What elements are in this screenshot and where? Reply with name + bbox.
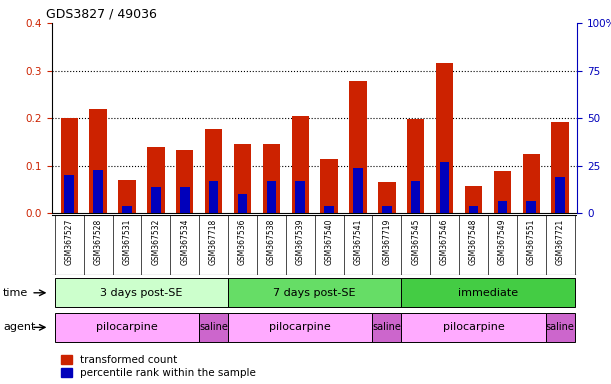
Text: pilocarpine: pilocarpine bbox=[269, 322, 331, 333]
Bar bbox=[89, 109, 107, 213]
Text: GSM367527: GSM367527 bbox=[65, 218, 74, 265]
Text: GSM367540: GSM367540 bbox=[324, 218, 334, 265]
FancyBboxPatch shape bbox=[199, 313, 228, 342]
Bar bbox=[436, 63, 453, 213]
Bar bbox=[411, 181, 420, 213]
Text: GSM367718: GSM367718 bbox=[209, 218, 218, 265]
Text: saline: saline bbox=[373, 322, 401, 333]
Bar bbox=[296, 181, 305, 213]
Bar bbox=[324, 206, 334, 213]
Bar bbox=[65, 175, 74, 213]
Bar bbox=[320, 159, 338, 213]
Text: GSM367532: GSM367532 bbox=[152, 218, 160, 265]
Bar bbox=[238, 194, 247, 213]
Text: GSM367539: GSM367539 bbox=[296, 218, 305, 265]
Bar bbox=[151, 187, 161, 213]
Bar bbox=[497, 201, 507, 213]
FancyBboxPatch shape bbox=[401, 313, 546, 342]
Text: GSM367548: GSM367548 bbox=[469, 218, 478, 265]
Bar bbox=[551, 122, 569, 213]
Bar bbox=[353, 168, 363, 213]
FancyBboxPatch shape bbox=[55, 313, 199, 342]
Bar bbox=[263, 144, 280, 213]
Bar bbox=[205, 129, 222, 213]
Bar bbox=[291, 116, 309, 213]
Text: GSM367546: GSM367546 bbox=[440, 218, 449, 265]
Text: GSM367551: GSM367551 bbox=[527, 218, 536, 265]
Bar bbox=[349, 81, 367, 213]
Text: immediate: immediate bbox=[458, 288, 518, 298]
Text: GSM367531: GSM367531 bbox=[122, 218, 131, 265]
Text: saline: saline bbox=[199, 322, 228, 333]
FancyBboxPatch shape bbox=[401, 278, 574, 308]
Bar bbox=[176, 150, 194, 213]
Bar bbox=[465, 185, 482, 213]
Bar bbox=[147, 147, 164, 213]
Bar bbox=[522, 154, 540, 213]
Bar bbox=[60, 118, 78, 213]
Bar bbox=[469, 206, 478, 213]
Text: 7 days post-SE: 7 days post-SE bbox=[273, 288, 356, 298]
Text: GSM367545: GSM367545 bbox=[411, 218, 420, 265]
Text: GSM367721: GSM367721 bbox=[555, 218, 565, 265]
Bar bbox=[122, 206, 132, 213]
Text: GSM367538: GSM367538 bbox=[267, 218, 276, 265]
FancyBboxPatch shape bbox=[546, 313, 574, 342]
Text: pilocarpine: pilocarpine bbox=[96, 322, 158, 333]
FancyBboxPatch shape bbox=[373, 313, 401, 342]
Bar bbox=[555, 177, 565, 213]
Text: GSM367549: GSM367549 bbox=[498, 218, 507, 265]
Bar bbox=[494, 171, 511, 213]
Bar bbox=[378, 182, 395, 213]
Text: saline: saline bbox=[546, 322, 574, 333]
Bar bbox=[440, 162, 449, 213]
Text: GDS3827 / 49036: GDS3827 / 49036 bbox=[46, 8, 156, 21]
Text: time: time bbox=[3, 288, 28, 298]
Bar bbox=[234, 144, 251, 213]
Legend: transformed count, percentile rank within the sample: transformed count, percentile rank withi… bbox=[57, 351, 260, 382]
Text: GSM367536: GSM367536 bbox=[238, 218, 247, 265]
Bar bbox=[266, 181, 276, 213]
Text: GSM367541: GSM367541 bbox=[354, 218, 362, 265]
Text: GSM367719: GSM367719 bbox=[382, 218, 391, 265]
Text: agent: agent bbox=[3, 322, 35, 333]
FancyBboxPatch shape bbox=[228, 313, 373, 342]
FancyBboxPatch shape bbox=[55, 278, 228, 308]
Bar bbox=[180, 187, 189, 213]
FancyBboxPatch shape bbox=[228, 278, 401, 308]
Bar bbox=[119, 180, 136, 213]
Bar bbox=[527, 201, 536, 213]
Text: pilocarpine: pilocarpine bbox=[442, 322, 504, 333]
Text: 3 days post-SE: 3 days post-SE bbox=[100, 288, 183, 298]
Bar bbox=[407, 119, 425, 213]
Bar bbox=[93, 170, 103, 213]
Text: GSM367528: GSM367528 bbox=[93, 218, 103, 265]
Bar bbox=[209, 181, 218, 213]
Bar bbox=[382, 206, 392, 213]
Text: GSM367534: GSM367534 bbox=[180, 218, 189, 265]
